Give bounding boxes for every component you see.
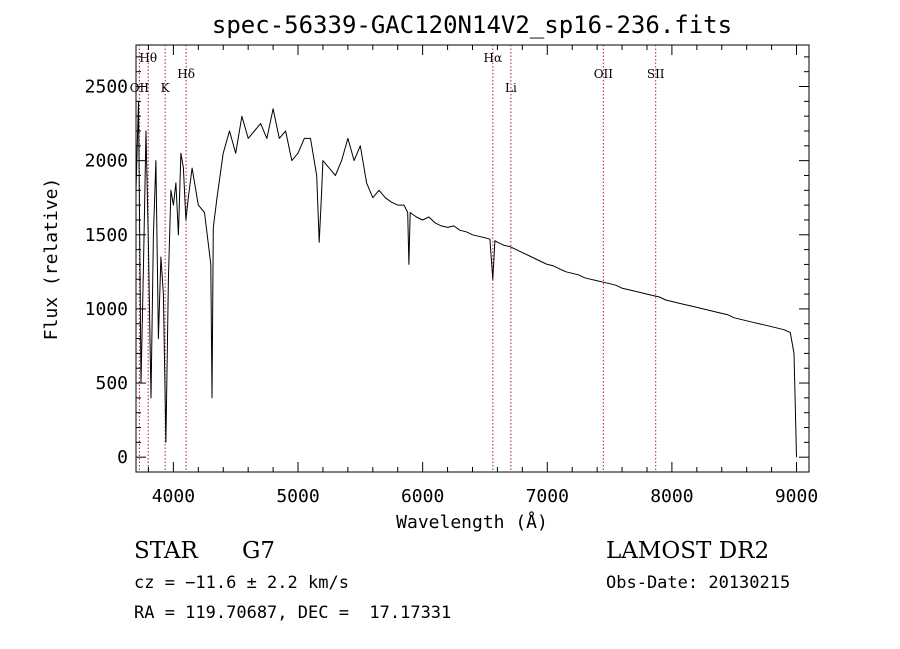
- plot-frame: [135, 44, 810, 473]
- observation-date: Obs-Date: 20130215: [606, 573, 791, 593]
- spectral-line-label: Hα: [484, 51, 503, 65]
- object-subclass: G7: [242, 538, 276, 564]
- y-tick-label: 1500: [85, 225, 128, 246]
- coordinates-readout: RA = 119.70687, DEC = 17.17331: [134, 603, 452, 623]
- x-tick-labels: 4000 5000 6000 7000 8000 9000: [152, 486, 819, 507]
- y-tick-label: 2500: [85, 77, 128, 98]
- spectrum-line: [135, 100, 797, 458]
- x-tick-label: 7000: [526, 486, 569, 507]
- chart-title: spec-56339-GAC120N14V2_sp16-236.fits: [212, 11, 732, 39]
- y-tick-label: 0: [117, 447, 128, 468]
- spectral-line-label: Li: [505, 81, 517, 95]
- spectral-line-label: K: [161, 81, 171, 95]
- y-tick-label: 1000: [85, 299, 128, 320]
- spectral-line-label: OII: [130, 81, 150, 95]
- spectral-line-label: SII: [647, 67, 665, 81]
- y-tick-labels: 0 500 1000 1500 2000 2500: [85, 77, 128, 469]
- survey-name: LAMOST DR2: [606, 538, 770, 564]
- spectral-line-label: Hθ: [139, 51, 157, 65]
- velocity-readout: cz = −11.6 ± 2.2 km/s: [134, 573, 349, 593]
- x-tick-label: 9000: [775, 486, 818, 507]
- object-class: STAR: [134, 538, 198, 564]
- x-tick-label: 6000: [401, 486, 444, 507]
- spectral-line-markers: [138, 45, 657, 472]
- spectral-line-label: Hδ: [177, 67, 195, 81]
- spectral-line-labels: OII Hθ K Hδ Hα Li OII SII: [130, 51, 665, 95]
- plot-area: [135, 44, 810, 473]
- x-tick-label: 5000: [276, 486, 319, 507]
- x-tick-label: 8000: [650, 486, 693, 507]
- axis-ticks: [136, 45, 809, 473]
- spectral-line-label: OII: [594, 67, 614, 81]
- y-axis-label: Flux (relative): [41, 178, 62, 341]
- x-tick-label: 4000: [152, 486, 195, 507]
- x-axis-label: Wavelength (Å): [396, 511, 548, 533]
- y-tick-label: 500: [95, 373, 128, 394]
- y-tick-label: 2000: [85, 151, 128, 172]
